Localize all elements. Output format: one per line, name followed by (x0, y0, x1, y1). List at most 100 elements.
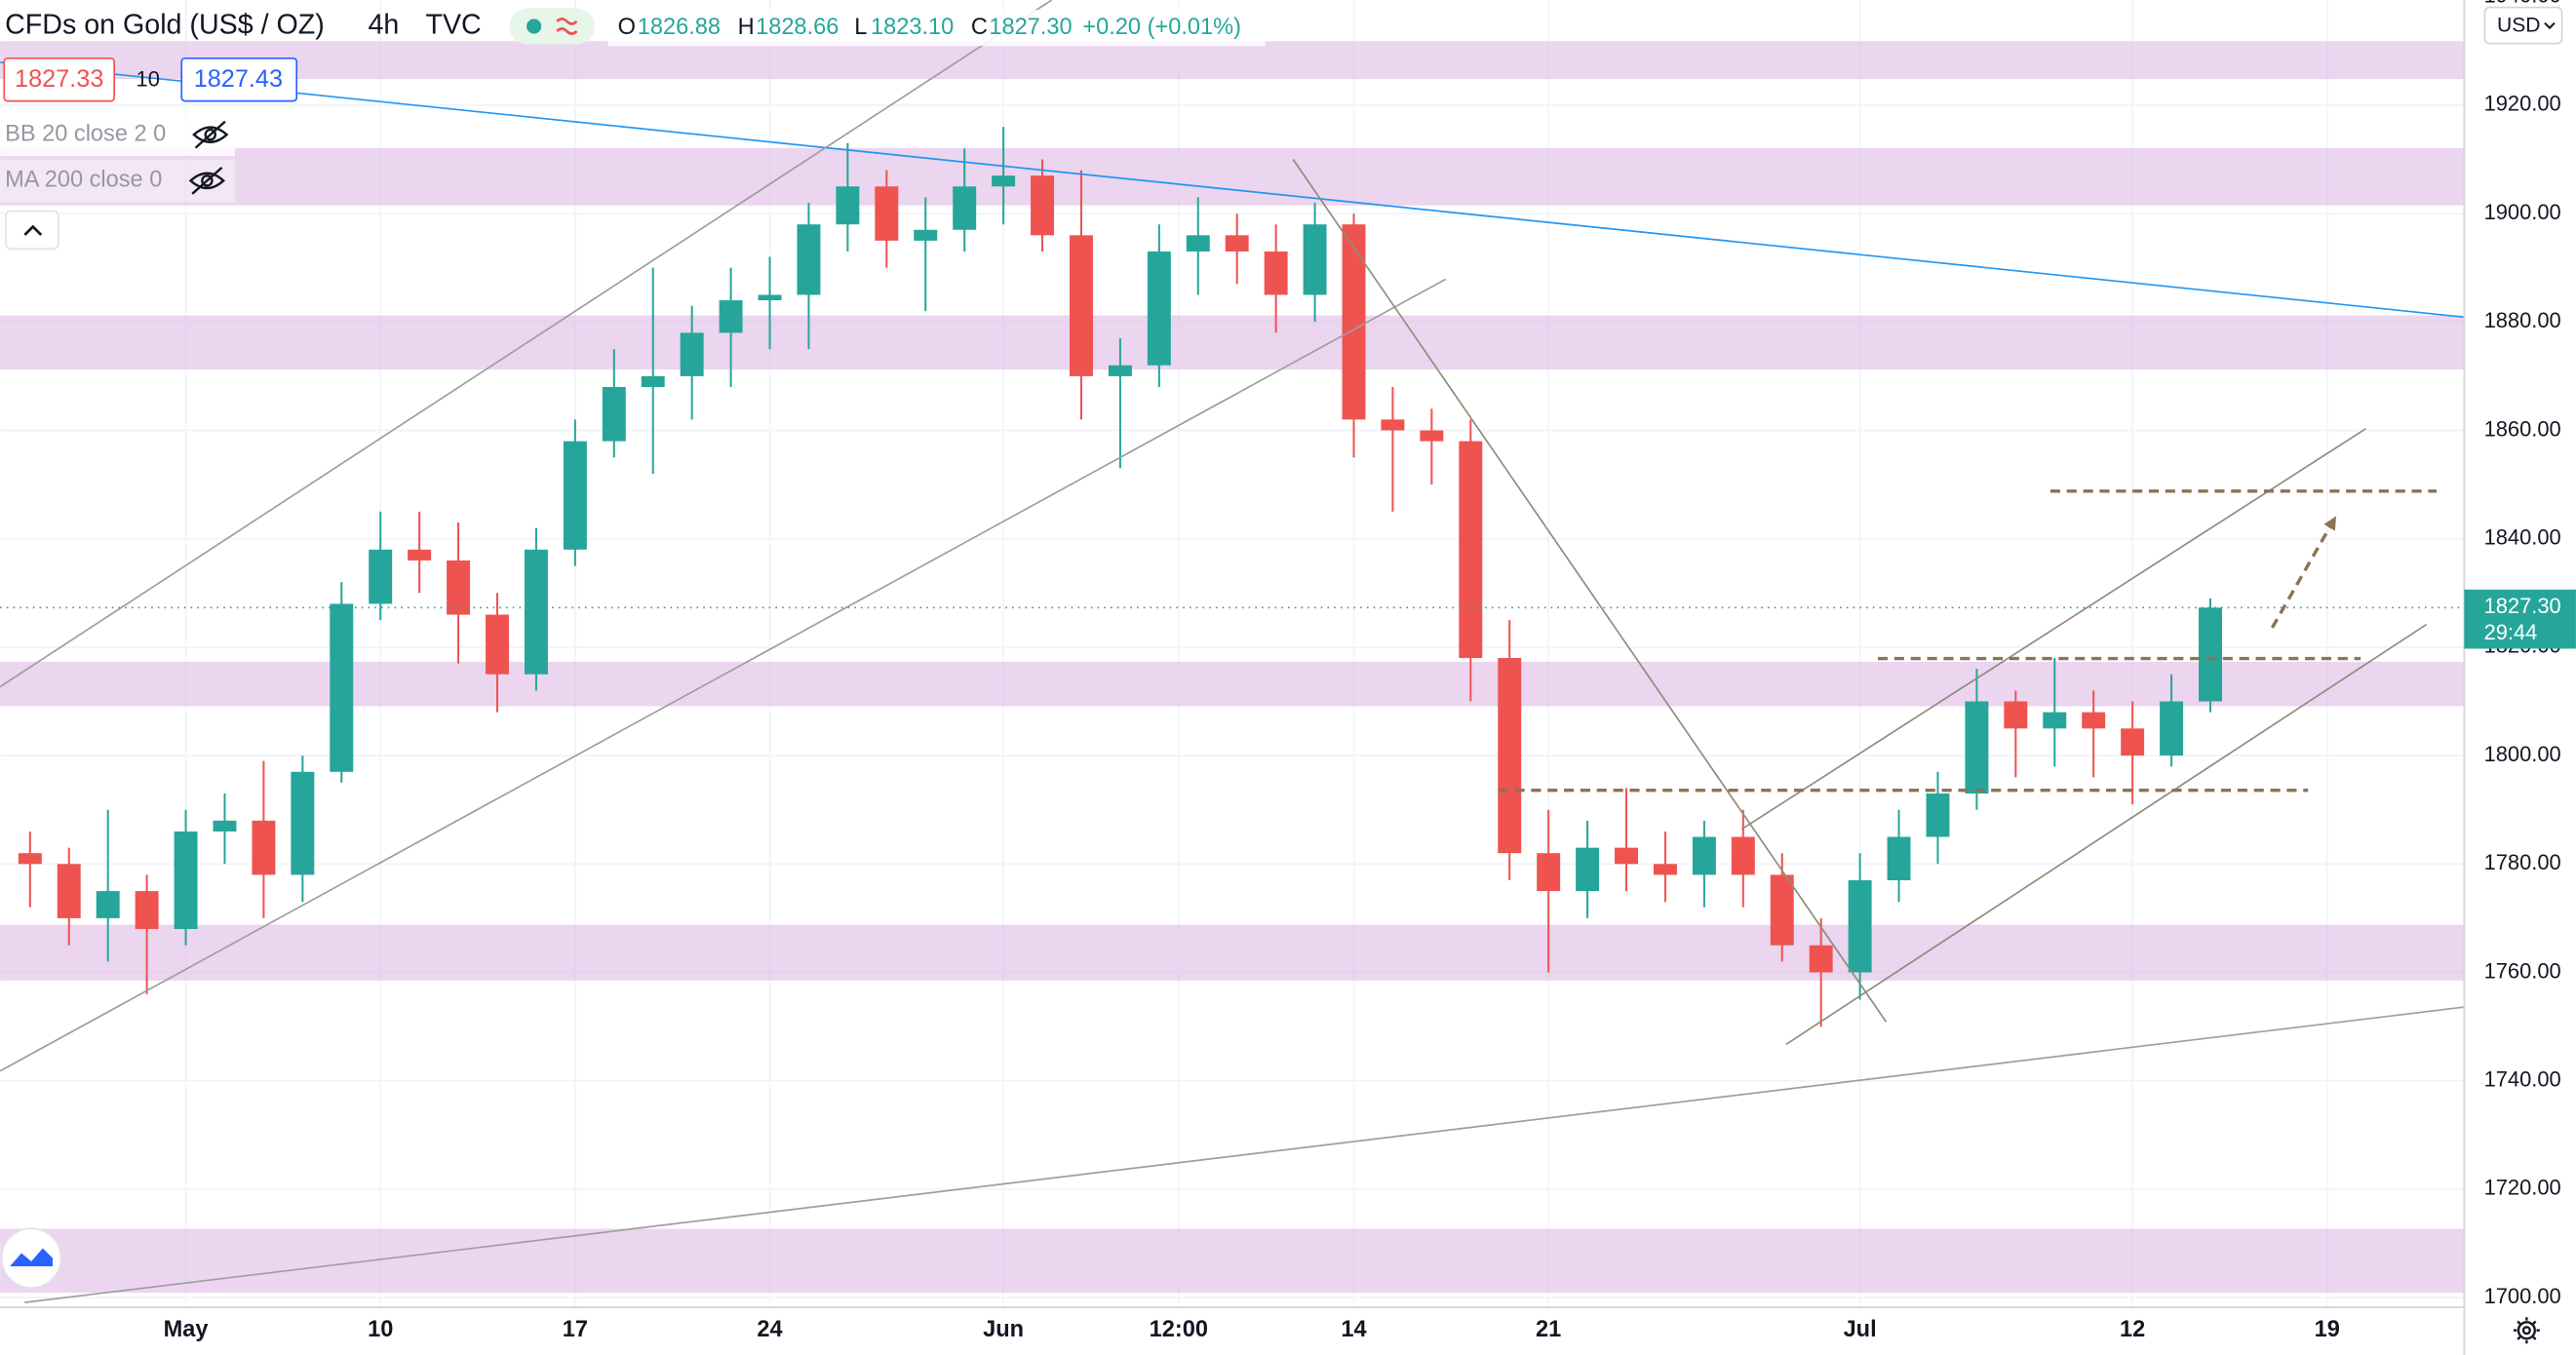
candle-body (1653, 864, 1677, 875)
candle-body (330, 603, 354, 772)
candle-body (602, 387, 626, 442)
sell-button[interactable] (3, 57, 116, 102)
candle-body (96, 891, 120, 918)
candle-body (2160, 701, 2184, 756)
ohlc-value: 1823.10 (871, 14, 954, 39)
candle-body (291, 771, 315, 875)
candle-body (1303, 224, 1327, 295)
candle-body (2121, 728, 2145, 756)
x-tick-label: 12:00 (1150, 1316, 1208, 1341)
candle-body (953, 186, 977, 230)
candle-body (1731, 836, 1755, 875)
symbol-title[interactable]: CFDs on Gold (US$ / OZ) (5, 10, 325, 41)
interval[interactable]: 4h (368, 10, 399, 41)
candle-body (447, 560, 471, 615)
ohlc-change: +0.20 (+0.01%) (1082, 14, 1241, 39)
y-tick-label: 1780.00 (2484, 850, 2561, 874)
candle-body (1848, 879, 1872, 973)
trendline (2271, 515, 2338, 629)
spread: 10 (137, 66, 160, 91)
currency[interactable]: USD (2497, 15, 2540, 37)
indicator-label[interactable]: MA 200 close 0 (5, 167, 162, 192)
y-tick-label: 1860.00 (2484, 416, 2561, 441)
bid-price[interactable]: 1827.33 (15, 65, 103, 93)
candles (18, 127, 2222, 1027)
candle-body (1225, 235, 1249, 252)
x-tick-label: Jul (1844, 1316, 1877, 1341)
y-tick-label: 1760.00 (2484, 958, 2561, 983)
x-tick-label: 21 (1536, 1316, 1561, 1341)
candle-body (135, 891, 159, 930)
last-price-label: 1827.30 (2484, 594, 2561, 618)
candle-body (1420, 430, 1444, 442)
x-tick-label: 19 (2315, 1316, 2340, 1341)
zones (0, 41, 2465, 1294)
collapse-button[interactable] (5, 210, 59, 251)
indicator-label[interactable]: BB 20 close 2 0 (5, 120, 166, 145)
candle-body (641, 375, 665, 388)
ohlc-key: L (854, 14, 867, 39)
tradingview-logo[interactable] (0, 1227, 62, 1289)
zone (0, 661, 2465, 707)
candle-body (1537, 853, 1561, 892)
trendlines (0, 0, 2465, 1303)
candle-body (213, 820, 237, 832)
ask-price[interactable]: 1827.43 (194, 65, 283, 93)
trendline (1740, 428, 2366, 831)
delayed-icon (556, 18, 578, 35)
zone (0, 147, 2465, 206)
zone (0, 924, 2465, 981)
ohlc-bg (607, 10, 1266, 47)
candle-body (1108, 365, 1132, 376)
collapse-icon (23, 224, 43, 236)
buy-button[interactable] (180, 57, 298, 102)
candle-body (2082, 712, 2106, 729)
candle-body (1070, 235, 1093, 376)
candle-body (1692, 836, 1716, 875)
y-tick-label: 1840.00 (2484, 524, 2561, 549)
indicator-bg (0, 159, 236, 203)
y-tick-label: 1940.00 (2484, 0, 2561, 7)
status-pill[interactable] (509, 8, 595, 45)
trendline (1292, 158, 1888, 1023)
y-tick-label: 1900.00 (2484, 200, 2561, 224)
x-tick-label: 24 (757, 1316, 782, 1341)
candle-body (1381, 419, 1405, 431)
ohlc-value: 1826.88 (638, 14, 721, 39)
candle-body (797, 224, 821, 295)
ohlc-key: H (738, 14, 755, 39)
trendline (0, 0, 1053, 688)
candle-body (174, 831, 198, 930)
arrow-head (2323, 516, 2336, 531)
candle-body (1770, 874, 1794, 946)
header: CFDs on Gold (US$ / OZ) 4h TVC O 1826.88… (0, 8, 1266, 251)
zone (0, 315, 2465, 370)
hidden-eye-icon[interactable] (192, 120, 229, 149)
currency-selector[interactable]: USD (2483, 6, 2563, 45)
x-tick-label: May (164, 1316, 209, 1341)
trendline (0, 61, 2465, 319)
countdown: 29:44 (2484, 620, 2538, 644)
candle-body (369, 549, 393, 604)
candle-body (1264, 251, 1288, 295)
candle-body (563, 441, 587, 550)
y-tick-label: 1700.00 (2484, 1284, 2561, 1308)
x-tick-label: 10 (368, 1316, 393, 1341)
zone (0, 41, 2465, 80)
trendline (0, 278, 1447, 1072)
candle-body (758, 294, 782, 301)
candle-body (875, 186, 899, 241)
settings-icon[interactable] (2513, 1317, 2540, 1344)
candle-body (57, 864, 81, 918)
y-tick-label: 1920.00 (2484, 92, 2561, 116)
hidden-eye-icon[interactable] (188, 166, 225, 195)
trendline (24, 1006, 2465, 1303)
candle-body (719, 300, 743, 333)
indicator-bg (0, 113, 236, 157)
candle-body (1342, 224, 1366, 420)
candle-body (680, 332, 704, 376)
candle-body (1459, 441, 1483, 659)
candle-body (18, 853, 42, 865)
